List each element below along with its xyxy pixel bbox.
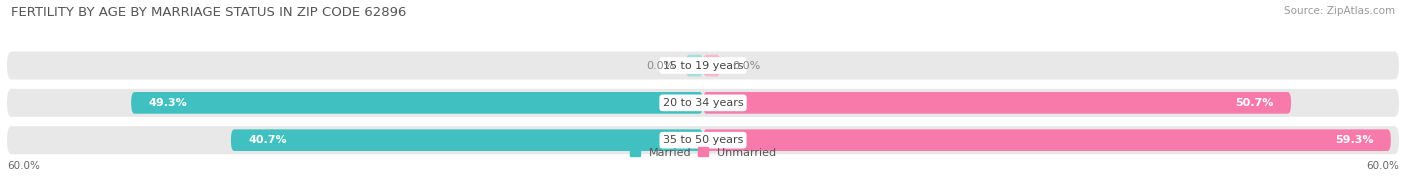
Text: 50.7%: 50.7% [1236,98,1274,108]
Text: 59.3%: 59.3% [1334,135,1374,145]
FancyBboxPatch shape [7,126,1399,154]
Text: 40.7%: 40.7% [249,135,287,145]
FancyBboxPatch shape [686,55,703,76]
Text: 20 to 34 years: 20 to 34 years [662,98,744,108]
Text: 0.0%: 0.0% [645,61,673,71]
FancyBboxPatch shape [7,89,1399,117]
FancyBboxPatch shape [703,55,720,76]
FancyBboxPatch shape [703,129,1391,151]
Text: 35 to 50 years: 35 to 50 years [662,135,744,145]
Text: 15 to 19 years: 15 to 19 years [662,61,744,71]
Text: 49.3%: 49.3% [149,98,187,108]
FancyBboxPatch shape [131,92,703,114]
FancyBboxPatch shape [231,129,703,151]
Text: Source: ZipAtlas.com: Source: ZipAtlas.com [1284,6,1395,16]
Text: FERTILITY BY AGE BY MARRIAGE STATUS IN ZIP CODE 62896: FERTILITY BY AGE BY MARRIAGE STATUS IN Z… [11,6,406,19]
Text: 0.0%: 0.0% [733,61,761,71]
Text: 60.0%: 60.0% [1367,161,1399,171]
FancyBboxPatch shape [703,92,1291,114]
Legend: Married, Unmarried: Married, Unmarried [630,147,776,158]
FancyBboxPatch shape [7,52,1399,80]
Text: 60.0%: 60.0% [7,161,39,171]
